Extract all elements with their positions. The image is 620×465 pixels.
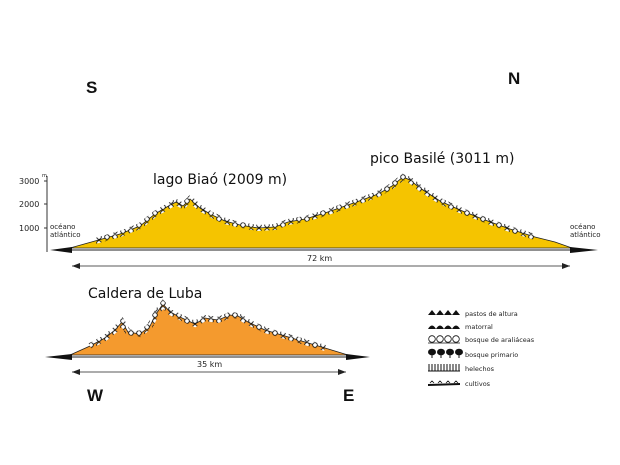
sea-wedge-left [50,247,72,253]
legend-label-crops: cultivos [465,380,491,388]
crops-icon [428,380,460,386]
top-distance-arrow-left [72,263,80,269]
legend-label-ferns: helechos [465,365,495,373]
ocean-left-line1: océano [50,223,75,231]
west-label: W [87,386,104,405]
caldera-luba-label: Caldera de Luba [88,286,202,302]
top-profile: 3000 2000 1000 m océano atlántico océano… [19,151,601,269]
east-label: E [343,386,354,405]
bottom-vegetation-band [88,299,326,351]
ocean-right-line2: atlántico [570,231,601,239]
ocean-right-line1: océano [570,223,595,231]
araliaceae-forest-icon [428,335,460,344]
y-unit: m [42,173,47,179]
legend-label-shrubland: matorral [465,323,493,331]
top-vegetation-band [94,173,536,244]
high-pasture-icon [428,310,460,315]
primary-forest-icon [428,348,463,358]
y-tick-label-1000: 1000 [19,224,39,233]
bottom-sea-wedge-right [346,354,370,360]
y-tick-label-2000: 2000 [19,200,39,209]
ferns-icon [428,364,460,372]
sea-wedge-right [570,247,598,253]
top-distance-label: 72 km [307,254,332,263]
ocean-left-line2: atlántico [50,231,81,239]
y-tick-label-3000: 3000 [19,177,39,186]
legend: pastos de altura matorral bosque de aral… [428,310,535,388]
legend-label-primary-forest: bosque primario [465,351,518,359]
top-distance-arrow-right [562,263,570,269]
shrubland-icon [428,325,460,329]
bottom-sea-wedge-left [45,354,72,360]
pico-basile-label: pico Basilé (3011 m) [370,151,514,167]
bottom-distance-arrow-right [338,369,346,375]
lake-biao-label: lago Biaó (2009 m) [153,172,287,188]
bottom-profile: Caldera de Luba 35 km [45,286,370,375]
legend-label-high-pasture: pastos de altura [465,310,518,318]
south-label: S [86,78,97,97]
north-label: N [508,69,520,88]
bottom-distance-arrow-left [72,369,80,375]
bottom-distance-label: 35 km [197,360,222,369]
legend-label-araliaceae: bosque de araliáceas [465,336,535,344]
